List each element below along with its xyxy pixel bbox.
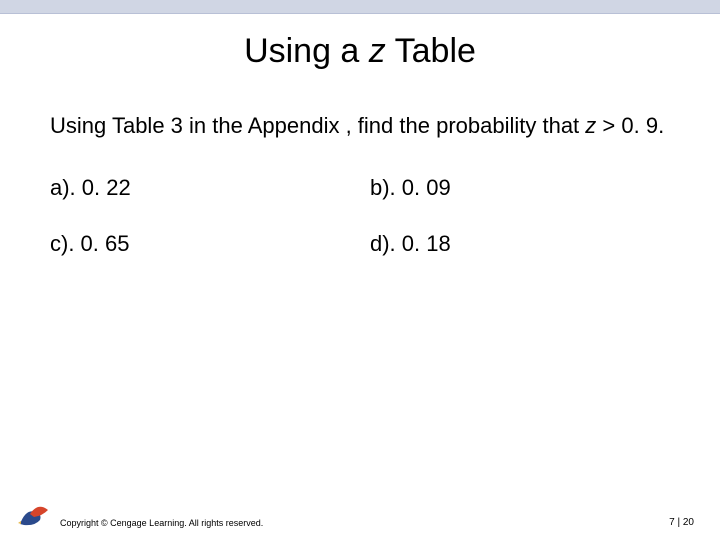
slide-title: Using a z Table	[50, 32, 670, 71]
option-a: a). 0. 22	[50, 175, 350, 201]
option-d: d). 0. 18	[370, 231, 670, 257]
title-z: z	[369, 32, 386, 70]
title-post: Table	[386, 32, 476, 70]
option-b: b). 0. 09	[370, 175, 670, 201]
page-number: 7 | 20	[669, 517, 694, 528]
slide-content: Using a z Table Using Table 3 in the App…	[0, 32, 720, 257]
bird-icon	[18, 504, 52, 528]
top-band	[0, 0, 720, 14]
body-post: > 0. 9.	[596, 113, 664, 138]
answer-options: a). 0. 22 b). 0. 09 c). 0. 65 d). 0. 18	[50, 175, 670, 257]
question-text: Using Table 3 in the Appendix , find the…	[50, 111, 670, 141]
footer-left: Copyright © Cengage Learning. All rights…	[18, 504, 263, 528]
option-c: c). 0. 65	[50, 231, 350, 257]
body-pre: Using Table 3 in the Appendix , find the…	[50, 113, 585, 138]
body-z: z	[585, 113, 596, 138]
slide-footer: Copyright © Cengage Learning. All rights…	[0, 504, 720, 528]
copyright-text: Copyright © Cengage Learning. All rights…	[60, 518, 263, 528]
title-pre: Using a	[244, 32, 369, 70]
